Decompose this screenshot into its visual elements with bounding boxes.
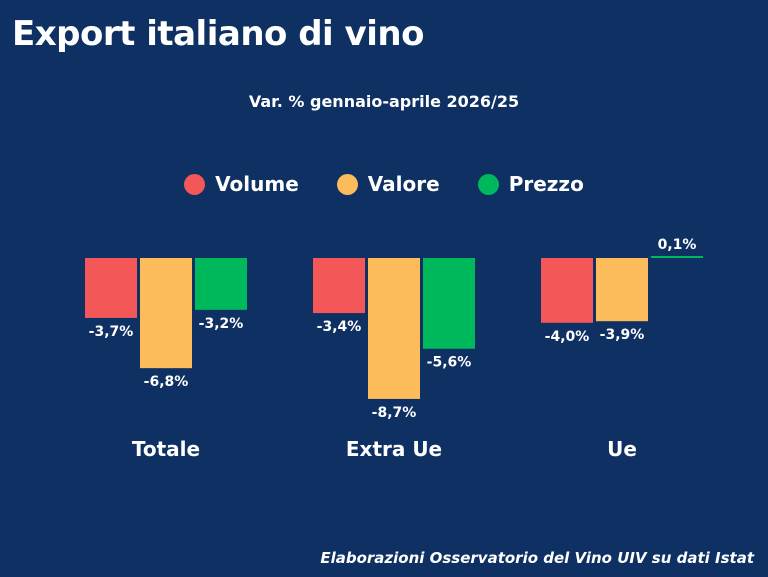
bar-volume-2 bbox=[541, 258, 593, 323]
chart-subtitle: Var. % gennaio-aprile 2026/25 bbox=[248, 92, 520, 111]
legend-item-valore: Valore bbox=[336, 172, 440, 196]
bar-valore-2 bbox=[596, 258, 648, 322]
category-label-0: Totale bbox=[132, 437, 200, 461]
bar-prezzo-2 bbox=[651, 256, 703, 258]
bar-valore-0 bbox=[140, 258, 192, 369]
data-label-valore-0: -6,8% bbox=[144, 374, 189, 390]
legend-label-prezzo: Prezzo bbox=[508, 172, 584, 196]
source-note: Elaborazioni Osservatorio del Vino UIV s… bbox=[320, 549, 754, 567]
legend-label-valore: Valore bbox=[367, 172, 440, 196]
data-label-prezzo-2: 0,1% bbox=[658, 237, 697, 253]
chart-title: Export italiano di vino bbox=[12, 14, 424, 54]
bar-volume-0 bbox=[85, 258, 137, 318]
bar-valore-1 bbox=[368, 258, 420, 399]
category-label-1: Extra Ue bbox=[346, 437, 442, 461]
data-label-volume-2: -4,0% bbox=[545, 329, 590, 345]
data-label-prezzo-0: -3,2% bbox=[199, 316, 244, 332]
data-label-valore-2: -3,9% bbox=[600, 327, 645, 343]
legend-item-volume: Volume bbox=[184, 172, 299, 196]
legend: Volume Valore Prezzo bbox=[0, 172, 768, 196]
data-label-valore-1: -8,7% bbox=[372, 405, 417, 421]
legend-item-prezzo: Prezzo bbox=[477, 172, 584, 196]
legend-label-volume: Volume bbox=[215, 172, 299, 196]
data-label-volume-1: -3,4% bbox=[317, 319, 362, 335]
legend-swatch-volume bbox=[184, 173, 206, 195]
bar-prezzo-1 bbox=[423, 258, 475, 349]
data-label-volume-0: -3,7% bbox=[89, 324, 134, 340]
legend-swatch-valore bbox=[336, 173, 358, 195]
bar-prezzo-0 bbox=[195, 258, 247, 310]
bar-volume-1 bbox=[313, 258, 365, 314]
legend-swatch-prezzo bbox=[477, 173, 499, 195]
category-label-2: Ue bbox=[607, 437, 637, 461]
data-label-prezzo-1: -5,6% bbox=[427, 355, 472, 371]
